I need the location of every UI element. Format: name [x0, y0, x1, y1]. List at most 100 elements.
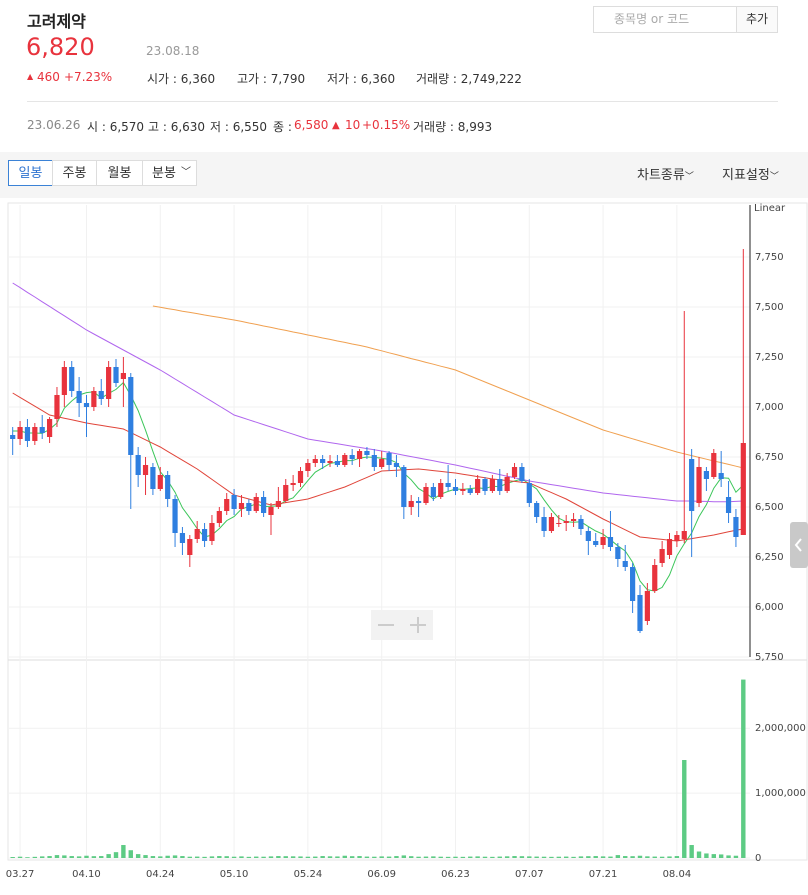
volume-bar [172, 855, 178, 858]
candle-body [76, 391, 82, 403]
candle-body [711, 453, 717, 477]
candle-body [364, 451, 370, 455]
volume-bar [217, 856, 222, 858]
volume-bar [741, 679, 746, 858]
volume-bar [689, 845, 694, 858]
candle-body [733, 517, 739, 537]
candle-body [349, 455, 355, 459]
candle-body [209, 523, 215, 541]
volume-bar [349, 856, 355, 858]
moving-average-line [152, 305, 744, 469]
volume-bar [438, 856, 443, 858]
volume-bar [578, 856, 584, 858]
candle-body [430, 487, 436, 497]
volume-bar [615, 855, 621, 858]
volume-bar [637, 855, 643, 858]
y-tick-label: 7,750 [755, 252, 784, 263]
y-tick-label: 0 [755, 853, 761, 864]
stock-name: 고려제약 [27, 12, 86, 31]
candle-body [607, 537, 614, 547]
volume-bar [659, 856, 665, 858]
candle-body [423, 487, 429, 503]
candle-body [718, 473, 724, 479]
volume-bar [165, 855, 170, 858]
volume-bar [401, 855, 407, 858]
candle-body [157, 475, 163, 489]
candle-body [556, 523, 562, 524]
tab[interactable]: 월봉 [96, 160, 143, 186]
candle-body [327, 461, 333, 463]
prev-change-pct: +0.15% [362, 118, 411, 132]
candle-body [268, 507, 274, 515]
volume-bar [128, 850, 133, 858]
volume-bar [726, 855, 731, 858]
add-button[interactable]: 추가 [736, 6, 778, 33]
x-tick-label: 04.10 [72, 869, 101, 880]
volume-bar [342, 855, 347, 858]
volume-bar [497, 856, 502, 858]
candle-body [356, 451, 363, 459]
candle-body [644, 591, 650, 621]
volume-bar [290, 856, 296, 858]
x-tick-label: 05.10 [220, 869, 249, 880]
candle-body [83, 403, 90, 407]
candle-body [445, 483, 451, 487]
candle-body [371, 455, 377, 467]
volume-bar [364, 856, 370, 858]
volume-bar [512, 856, 517, 858]
candle-body [504, 477, 510, 491]
tab[interactable]: 분봉 ﹀ [142, 160, 197, 186]
candle-body [261, 497, 267, 513]
candle-body [312, 459, 318, 463]
volume-bar [534, 856, 539, 858]
menu[interactable]: 지표설정﹀ [722, 164, 779, 183]
menu-label: 지표설정 [722, 168, 770, 183]
candle-body [681, 531, 687, 539]
volume-bar [645, 856, 650, 858]
volume-bar [711, 854, 716, 858]
candle-body [179, 533, 186, 543]
volume-bar [313, 856, 318, 858]
prev-date: 23.06.26 [27, 118, 81, 132]
candle-body [460, 489, 466, 491]
candle-body [622, 561, 628, 567]
volume-bar [99, 856, 104, 858]
tab[interactable]: 주봉 [52, 160, 97, 186]
x-tick-label: 06.09 [367, 869, 396, 880]
volume-bar [549, 856, 554, 858]
volume-bar [386, 856, 392, 858]
candle-body [497, 479, 503, 491]
candle-body [10, 435, 16, 439]
candle-body [652, 565, 658, 591]
candle-body [696, 467, 702, 503]
candle-body [666, 539, 673, 555]
candle-body [275, 501, 281, 507]
candle-body [408, 501, 414, 507]
candle-body [548, 517, 555, 531]
volume-bar [519, 856, 525, 858]
up-icon: ▲ [27, 72, 34, 81]
volume-bar [733, 855, 739, 858]
volume-bar [298, 856, 303, 858]
volume-bar [394, 856, 399, 858]
volume-bar [431, 856, 436, 858]
menu[interactable]: 차트종류﹀ [637, 164, 694, 183]
volume-bar [158, 856, 163, 858]
tab[interactable]: 일봉 [8, 160, 53, 186]
candle-body [106, 367, 112, 399]
candle-body [570, 519, 577, 521]
volume-bar [379, 856, 384, 858]
candle-body [334, 461, 341, 465]
candle-body [600, 537, 606, 545]
candle-body [452, 487, 459, 491]
volume-bar [586, 856, 591, 858]
y-tick-label: 6,750 [755, 452, 784, 463]
volume-bar [652, 856, 657, 858]
volume-bar [187, 856, 193, 858]
candle-body [519, 467, 525, 481]
side-tab[interactable] [790, 522, 808, 568]
x-tick-label: 04.24 [146, 869, 175, 880]
volume-bar [113, 852, 119, 858]
volume-bar [194, 856, 200, 858]
